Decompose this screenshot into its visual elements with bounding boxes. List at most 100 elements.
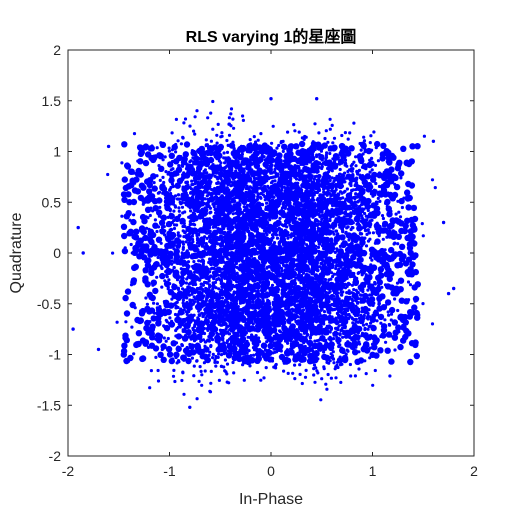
data-point bbox=[282, 185, 286, 189]
data-point bbox=[184, 180, 188, 184]
data-point bbox=[321, 213, 329, 220]
data-point bbox=[285, 199, 292, 207]
data-point bbox=[316, 233, 324, 240]
data-point bbox=[235, 265, 239, 269]
data-point bbox=[255, 232, 262, 239]
data-point bbox=[287, 164, 294, 171]
data-point bbox=[366, 239, 371, 243]
data-point bbox=[234, 223, 241, 230]
data-point bbox=[343, 210, 348, 214]
data-point bbox=[133, 228, 140, 235]
data-point bbox=[166, 351, 174, 358]
data-point bbox=[318, 144, 325, 151]
data-point bbox=[195, 233, 199, 238]
data-point bbox=[171, 283, 178, 291]
data-point bbox=[190, 333, 197, 341]
data-point bbox=[176, 139, 180, 143]
data-point bbox=[158, 219, 166, 226]
data-point bbox=[411, 215, 419, 223]
data-point bbox=[181, 155, 188, 163]
data-point bbox=[203, 369, 207, 373]
data-point bbox=[185, 225, 192, 233]
data-point bbox=[144, 195, 151, 203]
data-point bbox=[159, 264, 163, 268]
data-point bbox=[221, 282, 226, 286]
data-point bbox=[181, 371, 185, 375]
data-point bbox=[342, 217, 349, 224]
data-point bbox=[328, 178, 332, 183]
data-point bbox=[183, 172, 191, 179]
data-point bbox=[170, 131, 174, 135]
data-point bbox=[237, 166, 245, 174]
data-point bbox=[240, 238, 245, 242]
data-point bbox=[176, 305, 180, 310]
data-point bbox=[165, 345, 173, 353]
data-point bbox=[166, 223, 170, 227]
data-point bbox=[215, 133, 219, 137]
data-point bbox=[189, 170, 197, 177]
data-point bbox=[403, 159, 410, 167]
data-point bbox=[316, 178, 320, 182]
data-point bbox=[330, 207, 334, 211]
data-point bbox=[188, 185, 192, 189]
data-point bbox=[199, 207, 207, 214]
data-point bbox=[352, 160, 356, 164]
data-point bbox=[144, 319, 151, 327]
data-point bbox=[179, 267, 183, 271]
data-point bbox=[213, 152, 220, 160]
data-point bbox=[145, 226, 149, 230]
data-point bbox=[256, 138, 260, 142]
data-point bbox=[255, 370, 260, 375]
data-point bbox=[206, 338, 210, 342]
data-point bbox=[193, 132, 197, 136]
data-point bbox=[215, 141, 219, 145]
data-point bbox=[220, 134, 224, 138]
data-point bbox=[312, 227, 317, 231]
data-point bbox=[294, 202, 301, 210]
data-point bbox=[350, 189, 354, 193]
data-point bbox=[130, 218, 137, 226]
data-point bbox=[359, 141, 367, 148]
data-point bbox=[195, 359, 199, 363]
data-point bbox=[373, 163, 378, 167]
data-point bbox=[289, 170, 296, 178]
data-point bbox=[207, 324, 214, 331]
data-point bbox=[200, 373, 204, 377]
data-point bbox=[209, 263, 213, 267]
data-point bbox=[163, 280, 171, 288]
data-point bbox=[192, 129, 196, 133]
data-point bbox=[120, 191, 128, 198]
data-point bbox=[232, 152, 239, 160]
data-point bbox=[264, 205, 268, 209]
data-point bbox=[159, 228, 166, 235]
data-point bbox=[386, 159, 393, 166]
data-point bbox=[405, 204, 412, 211]
data-point bbox=[332, 272, 336, 276]
data-point bbox=[215, 175, 219, 179]
data-point bbox=[187, 282, 191, 286]
data-point bbox=[198, 365, 202, 369]
data-point bbox=[219, 353, 224, 357]
data-point bbox=[368, 160, 375, 167]
data-point bbox=[164, 339, 168, 343]
data-point bbox=[331, 141, 335, 145]
data-point bbox=[297, 130, 301, 134]
data-point bbox=[142, 144, 149, 151]
data-point bbox=[217, 159, 221, 163]
data-point bbox=[332, 136, 337, 140]
data-point bbox=[382, 191, 389, 198]
data-point bbox=[122, 184, 130, 192]
data-point bbox=[276, 172, 280, 176]
data-point bbox=[260, 234, 267, 242]
data-point bbox=[346, 196, 353, 204]
data-point bbox=[169, 227, 173, 231]
data-point bbox=[196, 189, 203, 196]
data-point bbox=[259, 378, 263, 382]
data-point bbox=[216, 248, 223, 256]
data-point bbox=[354, 164, 358, 168]
data-point bbox=[203, 160, 211, 168]
data-point bbox=[174, 117, 178, 121]
data-point bbox=[166, 230, 173, 237]
data-point bbox=[280, 269, 284, 273]
data-point bbox=[144, 206, 152, 213]
